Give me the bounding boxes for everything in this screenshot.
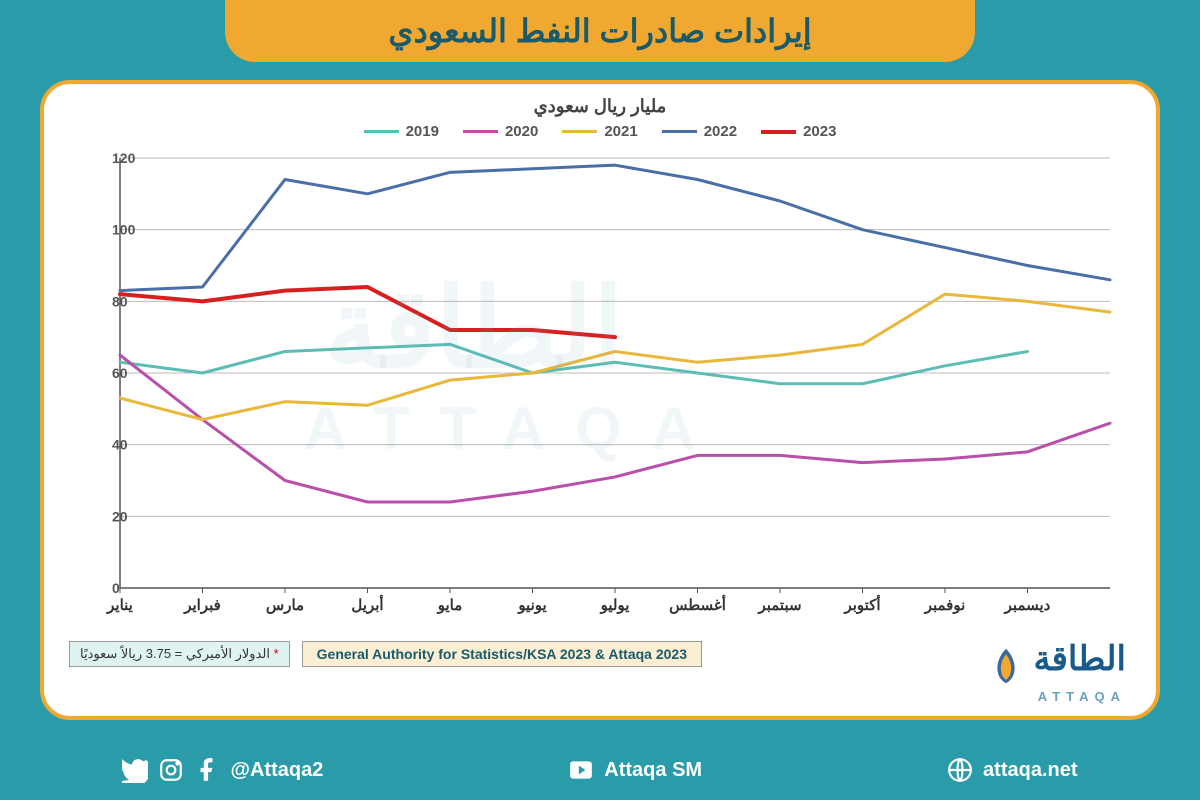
line-chart: 020406080100120ينايرفبرايرمارسأبريلمايوي… [69, 148, 1131, 628]
instagram-icon [158, 757, 184, 783]
social-handles: @Attaqa2 [122, 757, 323, 783]
svg-text:فبراير: فبراير [183, 597, 221, 614]
legend-item: 2023 [761, 123, 836, 140]
legend-item: 2021 [562, 123, 637, 140]
svg-text:سبتمبر: سبتمبر [757, 597, 801, 614]
svg-text:يناير: يناير [106, 597, 133, 614]
svg-text:0: 0 [112, 580, 120, 596]
chart-panel: الطاقة ATTAQA مليار ريال سعودي 201920202… [40, 80, 1160, 720]
svg-text:يوليو: يوليو [600, 597, 630, 614]
legend-item: 2020 [463, 123, 538, 140]
brand-logo: الطاقة ATTAQA [983, 639, 1126, 704]
youtube-text: Attaqa SM [604, 759, 702, 782]
svg-text:مارس: مارس [266, 597, 304, 614]
svg-text:أبريل: أبريل [351, 594, 383, 614]
footer: @Attaqa2 Attaqa SM attaqa.net [0, 740, 1200, 800]
twitter-icon [122, 757, 148, 783]
facebook-icon [194, 757, 220, 783]
svg-text:نوفمبر: نوفمبر [924, 597, 966, 614]
svg-text:أغسطس: أغسطس [669, 594, 726, 614]
note-text: الدولار الأميركي = 3.75 ريالاً سعوديًا [80, 646, 270, 661]
legend: 2019 2020 2021 2022 2023 [69, 123, 1131, 140]
legend-item: 2022 [662, 123, 737, 140]
title-banner: إيرادات صادرات النفط السعودي [225, 0, 975, 62]
svg-text:ديسمبر: ديسمبر [1004, 597, 1051, 614]
globe-icon [947, 757, 973, 783]
brand-subtitle: ATTAQA [983, 689, 1126, 704]
svg-text:120: 120 [112, 150, 136, 166]
page-title: إيرادات صادرات النفط السعودي [388, 12, 811, 50]
youtube-icon [568, 757, 594, 783]
svg-text:يونيو: يونيو [517, 597, 546, 614]
youtube-handle: Attaqa SM [568, 757, 702, 783]
chart-subtitle: مليار ريال سعودي [69, 96, 1131, 117]
brand-name: الطاقة [1033, 640, 1126, 678]
svg-text:أكتوبر: أكتوبر [843, 594, 880, 614]
legend-item: 2019 [364, 123, 439, 140]
social-handle-text: @Attaqa2 [230, 759, 323, 782]
exchange-rate-note: * الدولار الأميركي = 3.75 ريالاً سعوديًا [69, 641, 290, 667]
svg-text:مايو: مايو [437, 597, 463, 614]
website: attaqa.net [947, 757, 1077, 783]
data-source: General Authority for Statistics/KSA 202… [302, 641, 702, 667]
svg-text:100: 100 [112, 222, 136, 238]
website-text: attaqa.net [983, 759, 1077, 782]
source-row: * الدولار الأميركي = 3.75 ريالاً سعوديًا… [69, 641, 1131, 667]
